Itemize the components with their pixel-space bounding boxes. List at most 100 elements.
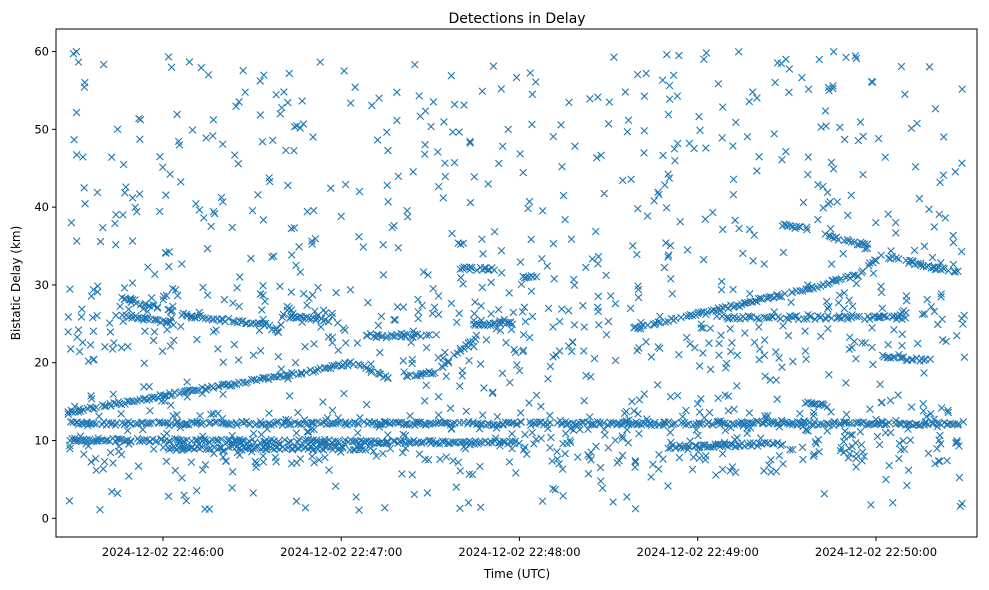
data-point-marker [714, 394, 722, 402]
data-point-marker [204, 71, 213, 79]
data-point-marker [411, 60, 419, 69]
data-point-marker [84, 357, 93, 366]
data-point-marker [287, 251, 296, 259]
data-point-marker [875, 314, 883, 322]
data-point-marker [258, 374, 267, 382]
data-point-marker [143, 396, 151, 404]
data-point-marker [910, 246, 919, 255]
data-point-marker [430, 303, 439, 312]
data-point-marker [498, 369, 507, 378]
data-point-marker [546, 362, 555, 371]
data-point-marker [521, 430, 529, 439]
data-point-marker [666, 428, 674, 437]
data-point-marker [316, 58, 324, 66]
data-point-marker [383, 128, 391, 136]
data-point-marker [623, 127, 632, 136]
data-point-marker [218, 140, 227, 148]
data-point-marker [561, 429, 570, 438]
data-point-marker [815, 55, 824, 64]
data-point-marker [108, 487, 116, 496]
data-point-marker [662, 50, 671, 59]
data-point-marker [446, 404, 455, 413]
data-point-marker [135, 190, 144, 198]
data-point-marker [817, 123, 825, 132]
data-point-marker [328, 309, 337, 318]
data-point-marker [64, 328, 72, 336]
data-point-marker [256, 77, 264, 85]
data-point-marker [549, 323, 557, 331]
data-point-marker [549, 353, 557, 361]
data-point-marker [87, 458, 95, 466]
data-point-marker [149, 418, 157, 427]
data-point-marker [413, 330, 422, 338]
data-point-marker [284, 181, 292, 190]
data-point-marker [125, 472, 133, 480]
data-point-marker [842, 379, 850, 387]
data-point-marker [561, 215, 569, 224]
data-point-marker [695, 454, 704, 463]
data-point-marker [864, 261, 873, 270]
data-point-marker [177, 388, 185, 396]
data-point-marker [165, 421, 173, 430]
data-point-marker [87, 292, 96, 300]
data-point-marker [781, 289, 789, 298]
data-point-marker [434, 411, 443, 419]
data-point-marker [460, 263, 468, 271]
data-point-marker [778, 155, 786, 164]
data-point-marker [256, 111, 265, 119]
data-point-marker [276, 282, 284, 291]
data-point-marker [277, 365, 286, 373]
data-point-marker [715, 351, 723, 359]
data-point-marker [150, 328, 159, 336]
data-point-marker [441, 348, 449, 357]
data-point-marker [390, 221, 398, 230]
data-point-marker [408, 470, 417, 479]
data-point-marker [790, 312, 799, 321]
data-point-marker [754, 323, 763, 331]
data-point-marker [395, 418, 403, 427]
data-point-marker [456, 467, 465, 475]
data-point-marker [80, 450, 88, 459]
data-point-marker [390, 316, 398, 324]
data-point-marker [356, 413, 364, 422]
data-point-marker [476, 360, 485, 368]
data-point-marker [406, 411, 414, 420]
data-point-marker [580, 323, 589, 331]
data-point-marker [287, 288, 296, 296]
data-point-marker [265, 321, 274, 330]
data-point-marker [455, 418, 464, 427]
data-point-marker [470, 309, 479, 318]
data-point-marker [696, 126, 704, 135]
data-point-marker [640, 390, 649, 398]
data-point-marker [419, 369, 427, 378]
data-point-marker [872, 415, 880, 424]
data-point-marker [321, 309, 330, 317]
data-point-marker [230, 340, 239, 349]
data-point-marker [444, 358, 453, 367]
data-point-marker [259, 291, 267, 299]
data-point-marker [594, 252, 603, 261]
data-point-marker [468, 263, 476, 272]
data-point-marker [633, 70, 642, 79]
data-point-marker [117, 343, 126, 352]
data-point-marker [730, 405, 738, 414]
data-point-marker [164, 492, 173, 501]
data-point-marker [935, 210, 944, 219]
data-point-marker [678, 412, 687, 421]
data-point-marker [937, 404, 946, 412]
data-point-marker [743, 132, 752, 141]
data-point-marker [665, 81, 674, 90]
data-point-marker [480, 321, 489, 330]
data-point-marker [252, 459, 261, 468]
data-point-marker [155, 207, 164, 216]
data-point-marker [381, 503, 389, 512]
data-point-marker [758, 295, 766, 303]
data-point-marker [690, 144, 698, 153]
x-axis: 2024-12-02 22:46:00 2024-12-02 22:47:00 20… [102, 537, 937, 559]
data-point-marker [74, 58, 83, 66]
data-point-marker [291, 358, 300, 367]
data-point-marker [845, 296, 853, 305]
data-point-marker [307, 419, 315, 427]
data-point-marker [826, 224, 835, 233]
data-point-marker [101, 343, 109, 351]
